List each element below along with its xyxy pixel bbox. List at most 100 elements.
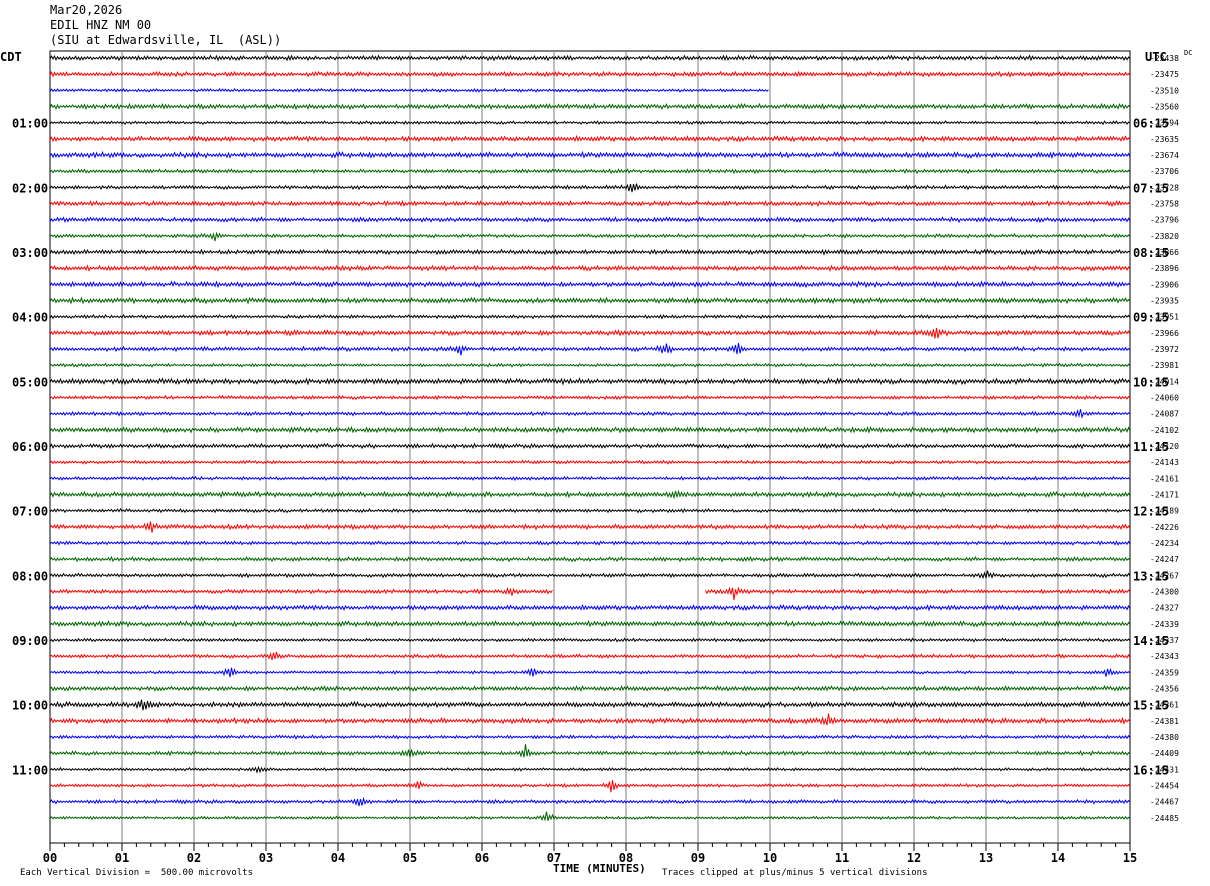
- trace-layer: [49, 54, 1131, 822]
- trace-row: [49, 765, 1131, 774]
- dc-offset-label: -24337: [1150, 636, 1179, 645]
- header-station: EDIL HNZ NM 00: [50, 18, 152, 32]
- trace-row: [49, 744, 1131, 758]
- dc-offset-label: -24359: [1150, 668, 1179, 677]
- dc-offset-label: -24327: [1150, 604, 1179, 613]
- trace-row: [49, 780, 1131, 793]
- trace-row: [49, 425, 1131, 434]
- dc-offset-label: -24485: [1150, 814, 1179, 823]
- x-tick-label: 02: [187, 851, 201, 865]
- trace-row: [49, 134, 1131, 143]
- dc-offset-label: -24467: [1150, 798, 1179, 807]
- trace-row: [49, 540, 1131, 546]
- x-tick-label: 01: [115, 851, 129, 865]
- x-tick-label: 08: [619, 851, 633, 865]
- trace-row: [49, 313, 1131, 320]
- dc-offset-label: -24409: [1150, 749, 1179, 758]
- dc-offset-label: -24380: [1150, 733, 1179, 742]
- trace-row: [49, 183, 1131, 193]
- trace-row: [49, 734, 1131, 740]
- right-hour-label: 15:15: [1133, 699, 1169, 713]
- dc-offset-label: -23438: [1150, 54, 1179, 63]
- trace-row: [49, 442, 1131, 450]
- trace-row: [49, 377, 1131, 386]
- trace-row: [49, 394, 1131, 401]
- dc-offset-label: -24361: [1150, 701, 1179, 710]
- left-hour-label: 09:00: [12, 634, 48, 648]
- right-hour-label: 12:15: [1133, 505, 1169, 519]
- trace-row: [49, 521, 1131, 533]
- trace-row: [49, 87, 769, 93]
- trace-row: [49, 555, 1131, 563]
- dc-offset-label: -24014: [1150, 377, 1179, 386]
- trace-row: [49, 459, 1131, 465]
- trace-row: [49, 327, 1131, 339]
- dc-offset-label: -23820: [1150, 232, 1179, 241]
- left-hour-label: 03:00: [12, 246, 48, 260]
- dc-offset-label: -24102: [1150, 426, 1179, 435]
- dc-offset-label: -23560: [1150, 103, 1179, 112]
- dc-offset-label: -24171: [1150, 491, 1179, 500]
- trace-row: [49, 570, 1131, 580]
- x-tick-label: 10: [763, 851, 777, 865]
- label-layer: 00 01 02 03 04 05 06 07 08 09 10 11 12 13 14 15 -23438 -2…: [12, 54, 1179, 865]
- right-hour-label: 11:15: [1133, 440, 1169, 454]
- x-tick-label: 12: [907, 851, 921, 865]
- dc-offset-label: -23981: [1150, 361, 1179, 370]
- x-tick-label: 09: [691, 851, 705, 865]
- dc-offset-label: -24189: [1150, 507, 1179, 516]
- dc-offset-label: -24300: [1150, 588, 1179, 597]
- right-hour-label: 16:15: [1133, 763, 1169, 777]
- left-hour-label: 04:00: [12, 311, 48, 325]
- trace-row: [49, 231, 1131, 242]
- x-axis-title: TIME (MINUTES): [553, 862, 646, 875]
- trace-row: [49, 248, 1131, 256]
- dc-offset-label: -24339: [1150, 620, 1179, 629]
- left-hour-label: 02:00: [12, 181, 48, 195]
- trace-row: [49, 362, 1131, 368]
- trace-row: [49, 54, 1131, 62]
- dc-offset-label: -24226: [1150, 523, 1179, 532]
- scale-note: Each Vertical Division = 500.00 microvol…: [20, 868, 253, 878]
- trace-row: [49, 216, 1131, 224]
- trace-row: [49, 70, 1131, 78]
- right-hour-label: 08:15: [1133, 246, 1169, 260]
- x-tick-label: 13: [979, 851, 993, 865]
- trace-row: [49, 603, 1131, 612]
- right-hour-label: 06:15: [1133, 117, 1169, 131]
- right-hour-label: 09:15: [1133, 311, 1169, 325]
- trace-row: [49, 296, 1131, 305]
- dc-offset-label: -23594: [1150, 119, 1179, 128]
- right-hour-label: 10:15: [1133, 375, 1169, 389]
- left-hour-label: 10:00: [12, 699, 48, 713]
- right-hour-label: 07:15: [1133, 181, 1169, 195]
- trace-row: [49, 713, 1131, 726]
- trace-row: [49, 150, 1131, 160]
- grid-layer: [49, 50, 1131, 851]
- trace-row: [49, 811, 1131, 822]
- x-tick-label: 04: [331, 851, 345, 865]
- left-hour-label: 05:00: [12, 375, 48, 389]
- dc-offset-label: -23674: [1150, 151, 1179, 160]
- trace-row: [49, 475, 1131, 482]
- dc-offset-label: -24247: [1150, 555, 1179, 564]
- trace-row: [49, 280, 1131, 289]
- left-hour-label: 01:00: [12, 117, 48, 131]
- dc-offset-label: -24161: [1150, 474, 1179, 483]
- trace-row: [49, 507, 1131, 514]
- dc-offset-label: -23935: [1150, 297, 1179, 306]
- left-hour-label: 06:00: [12, 440, 48, 454]
- x-tick-label: 03: [259, 851, 273, 865]
- trace-row: [49, 651, 1131, 661]
- trace-row: [49, 637, 1131, 643]
- dc-offset-label: -23635: [1150, 135, 1179, 144]
- dc-offset-label: -23906: [1150, 280, 1179, 289]
- dc-offset-label: -24454: [1150, 782, 1179, 791]
- x-tick-label: 06: [475, 851, 489, 865]
- header-location: (SIU at Edwardsville, IL (ASL)): [50, 33, 282, 47]
- dc-offset-label: -24343: [1150, 652, 1179, 661]
- dc-offset-label: -24381: [1150, 717, 1179, 726]
- dc-offset-label: -23951: [1150, 313, 1179, 322]
- left-hour-label: 08:00: [12, 569, 48, 583]
